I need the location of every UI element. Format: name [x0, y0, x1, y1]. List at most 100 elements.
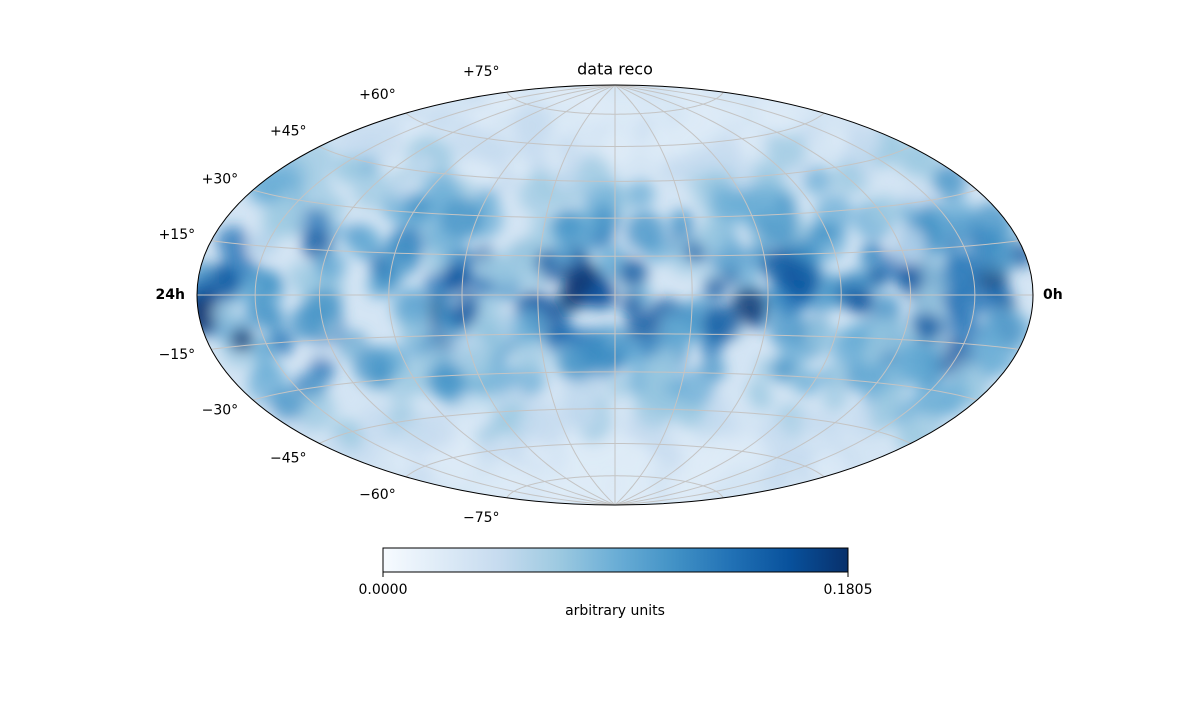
sky-patch	[904, 147, 935, 179]
colorbar-label: arbitrary units	[565, 603, 665, 619]
sky-patch	[599, 128, 638, 167]
sky-patch	[803, 166, 832, 196]
sky-patch	[372, 265, 401, 294]
sky-patch	[606, 90, 645, 129]
sky-field	[197, 85, 1033, 505]
sky-patch	[551, 474, 574, 496]
grid	[197, 85, 1033, 505]
sky-patch	[197, 260, 214, 284]
lon-tick-label: 24h	[156, 287, 185, 303]
sky-patch	[731, 287, 767, 323]
sky-patch	[802, 319, 838, 355]
sky-patch	[625, 211, 666, 252]
sky-patch	[417, 411, 457, 450]
sky-patch	[821, 384, 848, 412]
lat-tick-label: −45°	[270, 450, 307, 466]
sky-patch	[458, 293, 479, 314]
sky-patch	[313, 249, 347, 283]
sky-patch	[913, 286, 942, 314]
sky-patch	[391, 286, 432, 327]
sky-patch	[353, 170, 392, 210]
sky-patch	[527, 441, 553, 468]
grid-line	[319, 408, 911, 444]
sky-patch	[868, 194, 903, 229]
sky-patch	[575, 129, 599, 153]
sky-patch	[245, 169, 282, 206]
sky-patch	[618, 258, 648, 288]
sky-patch	[588, 325, 630, 367]
sky-patch	[887, 225, 928, 265]
sky-patch	[905, 392, 930, 416]
colorbar-tick-label: 0.1805	[824, 582, 873, 598]
sky-patch	[494, 167, 519, 192]
sky-patch	[487, 86, 516, 115]
sky-patch	[913, 312, 943, 342]
sky-patch	[478, 292, 501, 315]
sky-patch	[765, 288, 787, 310]
sky-patch	[258, 270, 284, 297]
sky-patch	[767, 130, 806, 169]
sky-patch	[512, 101, 554, 143]
sky-patch	[392, 178, 414, 200]
sky-patch	[984, 306, 1022, 344]
sky-patch	[620, 293, 643, 316]
sky-patch	[209, 300, 236, 327]
sky-patch	[940, 379, 970, 409]
grid-line	[506, 91, 724, 115]
grid-line	[405, 112, 825, 148]
colorbar	[382, 547, 849, 573]
sky-patch	[511, 338, 547, 374]
sky-patch	[782, 260, 820, 299]
sky-patch	[553, 243, 576, 267]
sky-patch	[406, 462, 434, 490]
grid-line	[211, 240, 1019, 257]
sky-patch	[971, 202, 1013, 243]
sky-patch	[516, 264, 546, 294]
lat-tick-label: +60°	[359, 87, 396, 103]
grid-line	[252, 189, 978, 219]
sky-patch	[759, 417, 789, 447]
sky-patch	[634, 386, 676, 428]
sky-patch	[844, 269, 871, 296]
sky-patch	[944, 283, 984, 322]
sky-patch	[607, 374, 631, 398]
sky-patch	[646, 100, 669, 123]
sky-patch	[668, 209, 695, 236]
grid-line	[252, 371, 978, 401]
sky-patch	[457, 344, 495, 383]
sky-patch	[852, 357, 893, 398]
sky-patch	[761, 468, 786, 493]
sky-patch	[750, 387, 774, 411]
sky-patch	[511, 306, 550, 345]
sky-patch	[359, 404, 399, 445]
sky-patch	[770, 357, 796, 382]
sky-patch	[661, 161, 682, 182]
sky-patch	[680, 108, 721, 149]
sky-patch	[270, 331, 295, 356]
sky-patch	[830, 163, 863, 196]
grid-line	[405, 442, 825, 478]
sky-patch	[530, 168, 550, 189]
sky-patch	[267, 198, 307, 238]
lat-tick-label: −75°	[463, 510, 500, 526]
sky-patch	[695, 222, 728, 255]
sky-patch	[738, 125, 760, 147]
sky-patch	[763, 201, 788, 226]
sky-patch	[564, 441, 588, 466]
sky-patch	[475, 131, 510, 167]
sky-patch	[552, 112, 579, 138]
sky-patch	[474, 186, 500, 212]
lat-tick-label: −30°	[202, 403, 239, 419]
sky-patch	[551, 209, 583, 240]
lat-tick-label: −15°	[159, 347, 196, 363]
sky-patch	[704, 277, 727, 300]
sky-patch	[808, 221, 834, 247]
sky-patch	[422, 247, 450, 275]
sky-patch	[427, 361, 465, 399]
sky-patch	[216, 225, 249, 259]
sky-patch	[295, 390, 336, 431]
sky-patch	[609, 437, 650, 478]
sky-patch	[406, 194, 432, 219]
grid-line	[319, 146, 911, 182]
